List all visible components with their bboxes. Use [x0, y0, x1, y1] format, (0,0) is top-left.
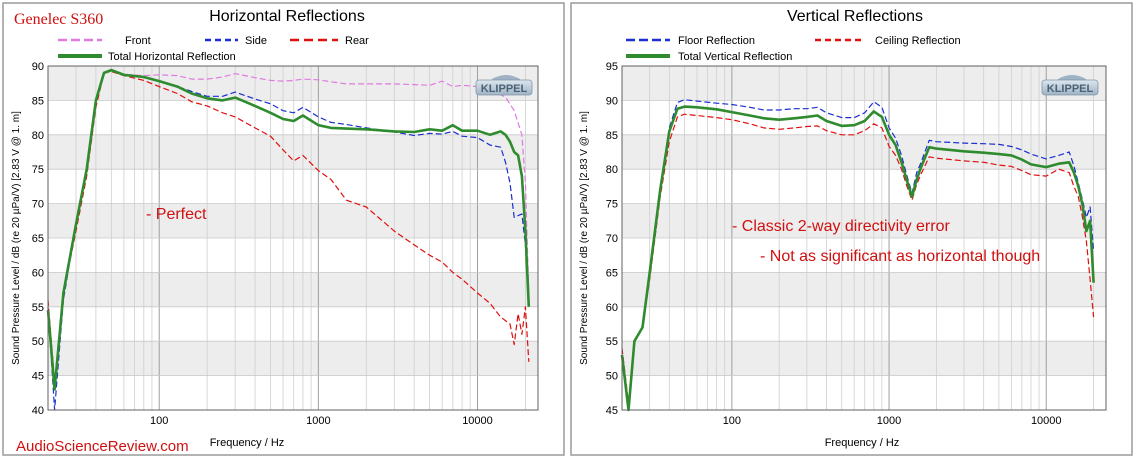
x-axis-label: Frequency / Hz	[825, 437, 900, 449]
y-tick-label: 50	[32, 336, 44, 348]
band	[622, 238, 1106, 273]
y-tick-label: 55	[32, 302, 44, 314]
legend-label-total-horizontal: Total Horizontal Reflection	[108, 51, 236, 63]
logo-plate	[475, 79, 533, 96]
x-tick-label: 1000	[306, 415, 330, 427]
legend-label-side: Side	[245, 35, 267, 47]
series-lines	[46, 68, 531, 411]
chart-title: Horizontal Reflections	[209, 8, 365, 25]
y-axis-label: Sound Pressure Level / dB (re 20 µPa/V) …	[579, 111, 590, 365]
legend-label-front: Front	[125, 35, 151, 47]
annotation-not-significant: - Not as significant as horizontal thoug…	[760, 248, 1040, 265]
band	[48, 375, 538, 410]
x-tick-label: 1000	[877, 415, 901, 427]
band	[48, 272, 538, 307]
series-line-side	[47, 69, 530, 411]
legend-label-floor: Floor Reflection	[678, 35, 755, 47]
y-tick-label: 45	[606, 405, 618, 417]
legend-label-ceiling: Ceiling Reflection	[875, 35, 961, 47]
y-tick-label: 45	[32, 371, 44, 383]
x-tick-label: 10000	[1031, 415, 1062, 427]
y-tick-label: 90	[606, 95, 618, 107]
band	[622, 375, 1106, 410]
chart-title: Vertical Reflections	[787, 8, 923, 25]
horizontal-reflections-chart: 40 45 50 55 60 65 70 75 80 85 90 100 1000 10000 KLIPPE…	[2, 2, 565, 456]
watermark: AudioScienceReview.com	[16, 438, 189, 455]
band	[622, 272, 1106, 307]
plot-frame	[47, 65, 539, 411]
legend: Front Side Rear Total Horizontal Reflect…	[58, 35, 369, 63]
y-tick-label: 55	[606, 336, 618, 348]
x-tick-label: 10000	[462, 415, 493, 427]
band	[48, 169, 538, 204]
y-tick-label: 80	[606, 164, 618, 176]
series-line-total-horizontal-reflection	[46, 68, 531, 391]
x-axis-label: Frequency / Hz	[210, 437, 285, 449]
legend-label-total-vertical: Total Vertical Reflection	[678, 51, 792, 63]
y-tick-label: 85	[606, 130, 618, 142]
y-tick-label: 95	[606, 61, 618, 73]
background-bands	[48, 66, 538, 410]
klippel-logo: KLIPPEL	[1041, 75, 1099, 96]
band	[48, 66, 538, 101]
legend-label-rear: Rear	[345, 35, 369, 47]
y-tick-label: 70	[32, 199, 44, 211]
vertical-reflections-chart: 45 50 55 60 65 70 75 80 85 90 95 100 1000 10000 KLIPPE…	[570, 2, 1133, 456]
y-tick-label: 60	[606, 302, 618, 314]
y-tick-label: 40	[32, 405, 44, 417]
y-tick-label: 75	[32, 164, 44, 176]
y-tick-label: 90	[32, 61, 44, 73]
x-tick-label: 100	[150, 415, 168, 427]
brand-label: Genelec S360	[14, 11, 103, 28]
logo-text: KLIPPEL	[1047, 83, 1094, 95]
chart-border	[570, 2, 1133, 456]
plot-area: 40 45 50 55 60 65 70 75 80 85 90 100 1000 10000 KLIPPE…	[32, 61, 539, 427]
y-tick-label: 85	[32, 95, 44, 107]
legend: Floor Reflection Ceiling Reflection Tota…	[626, 35, 961, 63]
background-bands	[622, 66, 1106, 410]
annotation-directivity-error: - Classic 2-way directivity error	[732, 218, 950, 235]
klippel-logo: KLIPPEL	[475, 75, 533, 96]
band	[48, 306, 538, 342]
logo-plate	[1041, 79, 1099, 96]
annotation-perfect: - Perfect	[146, 206, 207, 223]
y-tick-label: 75	[606, 199, 618, 211]
logo-text: KLIPPEL	[481, 83, 528, 95]
band	[622, 203, 1106, 238]
y-tick-label: 65	[606, 267, 618, 279]
series-line-floor-reflection	[621, 99, 1095, 411]
y-axis-label: Sound Pressure Level / dB (re 20 µPa/V) …	[11, 111, 22, 365]
y-tick-label: 50	[606, 371, 618, 383]
band	[48, 100, 538, 135]
y-tick-label: 65	[32, 233, 44, 245]
band	[622, 66, 1106, 101]
band	[48, 341, 538, 376]
plot-area: 45 50 55 60 65 70 75 80 85 90 95 100 1000 10000 KLIPPE…	[606, 61, 1107, 427]
y-tick-label: 60	[32, 267, 44, 279]
band	[48, 134, 538, 170]
x-tick-label: 100	[723, 415, 741, 427]
series-line-ceiling-reflection	[621, 113, 1095, 404]
band	[622, 306, 1106, 342]
band	[622, 341, 1106, 376]
band	[48, 238, 538, 273]
series-lines	[620, 99, 1095, 412]
plot-frame	[621, 65, 1107, 411]
series-line-total-vertical-reflection	[620, 105, 1095, 412]
band	[622, 100, 1106, 135]
y-tick-label: 70	[606, 233, 618, 245]
chart-border	[2, 2, 565, 456]
y-tick-label: 80	[32, 130, 44, 142]
band	[622, 169, 1106, 204]
band	[48, 203, 538, 238]
